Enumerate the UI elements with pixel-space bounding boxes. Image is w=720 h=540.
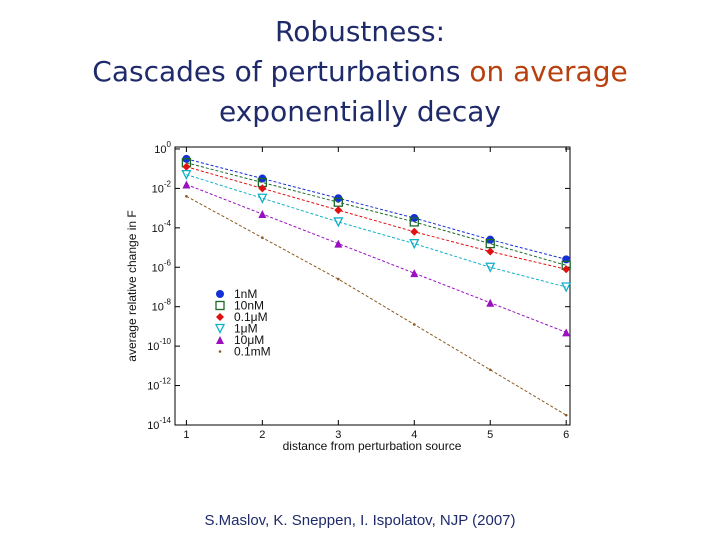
- data-point: [257, 193, 268, 204]
- x-axis-label: distance from perturbation source: [283, 439, 462, 453]
- legend-label: 0.1mM: [234, 345, 271, 359]
- series-line: [186, 174, 567, 288]
- title-line-2-main: Cascades of perturbations: [92, 55, 470, 88]
- x-tick-label: 3: [335, 429, 341, 441]
- x-tick-label: 2: [259, 429, 265, 441]
- series-line: [186, 162, 567, 266]
- x-tick-label: 4: [411, 429, 417, 441]
- series-group: [181, 154, 572, 417]
- title-line-2: Cascades of perturbations on average: [0, 52, 720, 92]
- data-point: [182, 162, 191, 171]
- series-4: [181, 169, 572, 293]
- legend-marker: [216, 290, 224, 298]
- decay-chart: 1 2 3 4 5 6 100 10-2 10-4 10-6 10-8 10-10 10-12 10-14…: [125, 140, 572, 453]
- data-point: [486, 298, 495, 307]
- citation: S.Maslov, K. Sneppen, I. Ispolatov, NJP …: [204, 512, 516, 529]
- data-point: [409, 217, 419, 227]
- data-point: [181, 169, 192, 181]
- slide-title: Robustness: Cascades of perturbations on…: [0, 12, 720, 132]
- data-point: [261, 236, 264, 239]
- data-point: [185, 194, 188, 198]
- data-point: [412, 323, 416, 326]
- legend-label: 1μM: [234, 322, 258, 336]
- data-point: [337, 277, 340, 281]
- data-point: [334, 239, 343, 248]
- data-point: [258, 184, 267, 193]
- data-point: [486, 247, 495, 256]
- data-point: [561, 282, 572, 293]
- series-line: [186, 183, 567, 333]
- series-5: [182, 180, 571, 337]
- data-point: [562, 265, 571, 274]
- legend-label: 1nM: [234, 287, 257, 301]
- y-tick-label: 100: [154, 140, 171, 156]
- y-tick-label: 10-6: [152, 258, 172, 274]
- series-line: [186, 158, 567, 260]
- data-point: [488, 368, 492, 372]
- y-tick-label: 10-14: [147, 416, 171, 432]
- data-point: [564, 413, 568, 417]
- data-point: [409, 238, 420, 250]
- title-line-3: exponentially decay: [219, 95, 501, 128]
- legend-label: 10nM: [234, 299, 264, 313]
- series-6: [185, 194, 568, 417]
- y-tick-label: 10-4: [152, 219, 172, 235]
- legend-marker: [214, 323, 226, 334]
- x-tick-label: 5: [487, 429, 493, 441]
- legend-marker: [216, 313, 224, 321]
- y-tick-label: 10-8: [152, 298, 172, 314]
- data-point: [334, 206, 343, 215]
- data-point: [562, 255, 571, 264]
- legend-marker: [215, 300, 225, 311]
- data-point: [182, 180, 191, 189]
- series-line: [186, 195, 567, 416]
- data-point: [485, 262, 496, 273]
- data-point: [410, 269, 419, 278]
- series-3: [182, 162, 571, 274]
- title-line-1: Robustness:: [275, 15, 445, 48]
- y-tick-label: 10-10: [147, 337, 171, 353]
- data-point: [333, 217, 344, 228]
- y-axis-label: average relative change in F: [125, 210, 139, 361]
- y-tick-label: 10-12: [147, 377, 171, 393]
- legend-marker: [218, 350, 222, 353]
- y-tick-label: 10-2: [152, 179, 172, 195]
- legend-label: 10μM: [234, 333, 264, 347]
- data-point: [410, 227, 419, 236]
- title-line-2-accent: on average: [469, 55, 628, 88]
- legend-label: 0.1μM: [234, 310, 268, 324]
- data-point: [562, 328, 571, 337]
- legend-marker: [216, 336, 224, 344]
- x-tick-label: 6: [563, 429, 569, 441]
- series-line: [186, 166, 567, 270]
- x-tick-label: 1: [183, 429, 189, 441]
- plot-frame: [174, 146, 571, 426]
- data-point: [258, 210, 267, 219]
